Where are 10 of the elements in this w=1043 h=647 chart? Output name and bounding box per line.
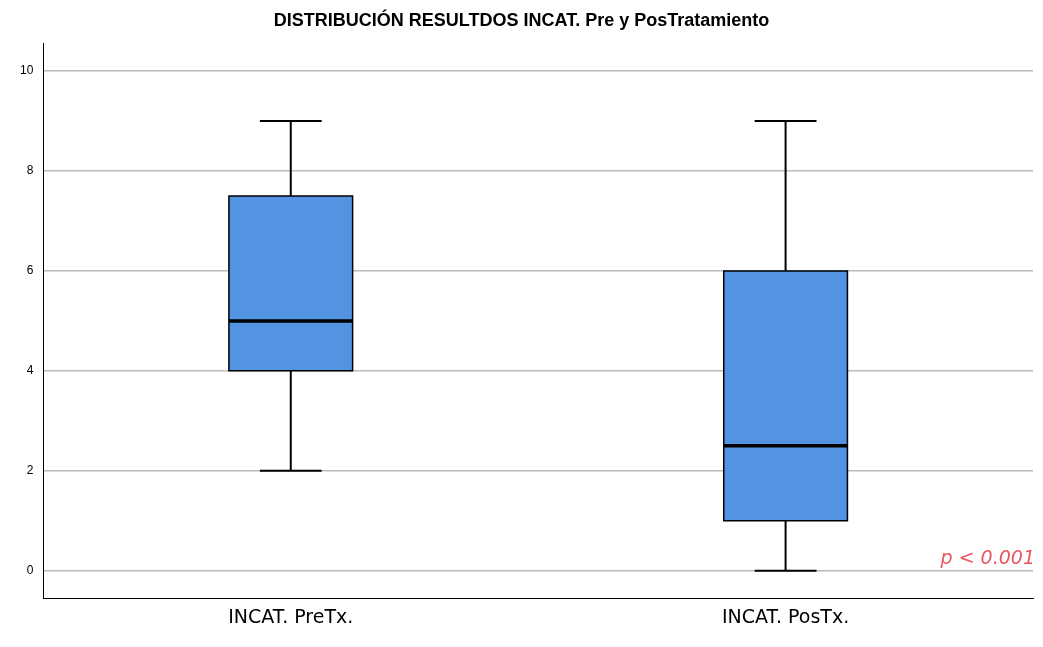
x-tick-label: INCAT. PreTx. xyxy=(228,604,354,627)
annotation: p < 0.001 xyxy=(940,546,1035,568)
chart-title: DISTRIBUCIÓN RESULTDOS INCAT. Pre y PosTratamiento xyxy=(273,8,770,30)
y-tick-label: 10 xyxy=(19,63,34,78)
y-tick-label: 0 xyxy=(26,563,34,578)
y-tick-label: 4 xyxy=(26,363,34,378)
y-tick-label: 2 xyxy=(26,463,34,478)
y-tick-label: 8 xyxy=(26,163,34,178)
x-tick-label: INCAT. PosTx. xyxy=(721,604,850,627)
y-tick-label: 6 xyxy=(26,263,34,278)
